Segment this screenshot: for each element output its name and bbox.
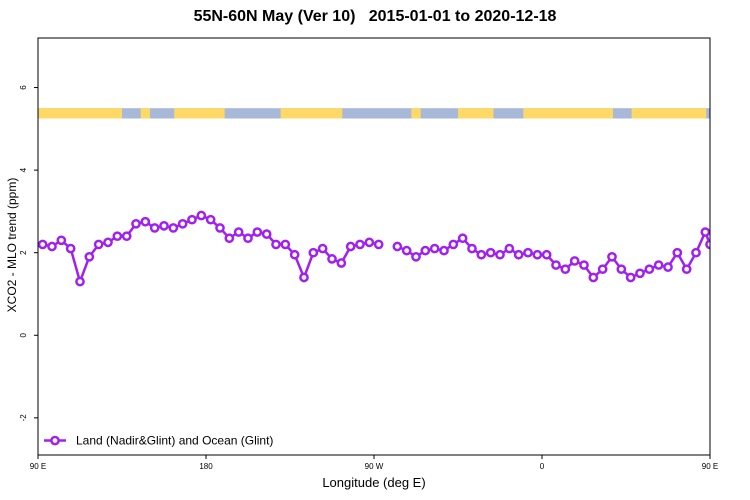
data-point [355, 239, 365, 250]
data-point [457, 233, 468, 244]
land-segment [631, 108, 707, 119]
data-point [233, 227, 244, 237]
data-point [345, 241, 356, 252]
data-point [411, 251, 421, 262]
chart-title: 55N-60N May (Ver 10) 2015-01-01 to 2020-… [193, 8, 557, 25]
data-point [177, 218, 188, 229]
land-segment [411, 108, 421, 119]
data-point [485, 247, 496, 258]
y-tick-label: 0 [19, 332, 28, 337]
data-point [103, 237, 113, 248]
data-point [663, 262, 673, 272]
data-point [205, 214, 216, 225]
data-point [271, 239, 281, 250]
data-point [84, 251, 95, 262]
data-point [215, 223, 225, 233]
data-point [373, 239, 384, 250]
data-point [168, 223, 179, 233]
x-tick-label: 90 E [702, 462, 718, 471]
land-segment [174, 108, 225, 119]
data-point [700, 227, 710, 237]
data-point [149, 223, 160, 233]
land-segment [280, 108, 343, 119]
data-point [38, 239, 48, 250]
data-point [159, 221, 169, 231]
y-axis-label: XCO2 - MLO trend (ppm) [5, 177, 19, 313]
data-point [224, 233, 235, 244]
x-tick-label: 0 [540, 462, 545, 471]
data-point [196, 210, 207, 221]
x-tick-label: 180 [199, 462, 213, 471]
legend-label: Land (Nadir&Glint) and Ocean (Glint) [76, 434, 273, 448]
land-segment [38, 108, 122, 119]
y-tick-label: 2 [19, 250, 28, 255]
data-point [681, 264, 692, 275]
data-point [513, 249, 524, 260]
data-point [541, 249, 552, 260]
data-point [523, 247, 533, 258]
data-point [597, 264, 608, 275]
ocean-band [38, 108, 710, 119]
data-point [420, 245, 431, 256]
data-point [392, 241, 403, 252]
data-point [691, 247, 701, 258]
data-point [289, 249, 300, 260]
data-point [467, 243, 477, 254]
data-point [75, 276, 85, 287]
data-point [252, 227, 263, 237]
x-tick-label: 90 E [30, 462, 46, 471]
data-point [616, 264, 627, 275]
data-point [364, 237, 375, 248]
data-point [280, 239, 291, 250]
data-point [299, 272, 309, 283]
data-point [93, 239, 104, 250]
data-point [705, 239, 710, 250]
y-tick-label: 4 [19, 167, 28, 172]
data-point [47, 241, 57, 252]
data-point [644, 264, 655, 275]
data-point [243, 233, 253, 244]
data-point [140, 216, 151, 227]
y-tick-label: 6 [19, 85, 28, 90]
data-point [65, 243, 76, 254]
data-point [672, 247, 683, 258]
data-point [653, 260, 664, 270]
data-point [401, 245, 412, 256]
data-point [448, 239, 459, 250]
data-point [261, 229, 272, 239]
data-point [504, 243, 515, 254]
data-point [560, 264, 571, 275]
x-axis-label: Longitude (deg E) [322, 475, 426, 490]
data-point [336, 258, 347, 268]
data-point [327, 254, 337, 264]
data-point [317, 243, 328, 254]
data-point [495, 249, 505, 260]
x-tick-label: 90 W [365, 462, 384, 471]
data-point [121, 231, 132, 242]
land-segment [523, 108, 613, 119]
data-point [625, 272, 636, 283]
data-point [308, 247, 319, 258]
land-segment [458, 108, 494, 119]
y-tick-label: -2 [19, 414, 28, 422]
data-point [187, 214, 197, 225]
land-segment [140, 108, 150, 119]
data-point [635, 268, 645, 279]
data-point [607, 251, 617, 262]
data-point [439, 245, 449, 256]
data-point [532, 249, 543, 260]
data-point [551, 260, 561, 270]
data-point [579, 260, 589, 270]
data-point [112, 231, 123, 242]
data-point [56, 235, 67, 246]
plot-frame [37, 37, 711, 456]
data-point [429, 243, 440, 254]
data-point [131, 218, 141, 229]
data-point [588, 272, 599, 283]
data-point [476, 249, 487, 260]
data-point [569, 256, 580, 266]
legend-marker [50, 435, 60, 446]
